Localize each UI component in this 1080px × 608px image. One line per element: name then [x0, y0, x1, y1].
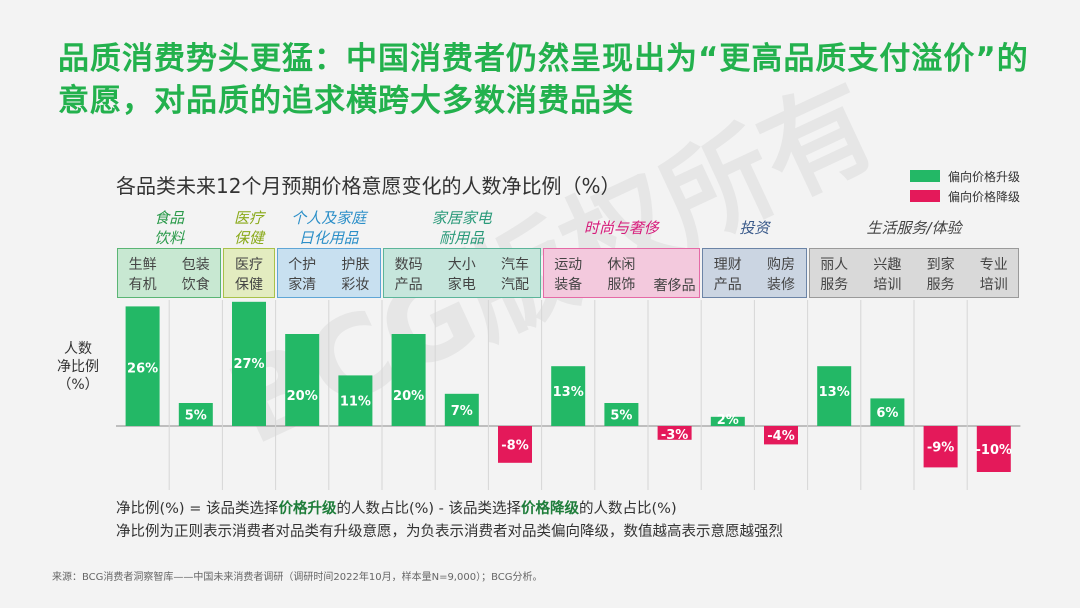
legend-label-up: 偏向价格升级	[948, 169, 1021, 184]
bar	[657, 426, 692, 440]
bar	[817, 366, 852, 426]
bar-value-label: 2%	[717, 413, 739, 428]
group-label: 投资	[739, 219, 770, 237]
bar	[498, 426, 532, 463]
y-axis-label: 人数 净比例 （%）	[57, 341, 99, 393]
bar-value-label: 26%	[127, 361, 158, 376]
category-label: 到家 服务	[926, 257, 955, 293]
bar-value-label: 27%	[233, 357, 264, 372]
bar-value-label: -3%	[661, 428, 688, 443]
group-box	[542, 248, 701, 298]
category-label: 丽人 服务	[820, 257, 849, 293]
legend-item-up: 偏向价格升级	[910, 166, 1020, 186]
category-label: 大小 家电	[447, 257, 476, 293]
bar-value-label: 7%	[451, 404, 473, 419]
bar	[870, 398, 905, 426]
bar-value-label: -10%	[976, 443, 1013, 458]
bar-value-label: 20%	[287, 389, 318, 404]
group-label: 医疗 保健	[233, 209, 264, 247]
group-box	[808, 248, 1020, 298]
bar	[710, 416, 745, 426]
group-label: 个人及家庭 日化用品	[291, 209, 367, 247]
legend: 偏向价格升级 偏向价格降级	[910, 166, 1020, 206]
category-label: 运动 装备	[554, 257, 583, 293]
bar	[391, 334, 426, 426]
bar-value-label: -4%	[767, 429, 794, 444]
bar	[764, 426, 798, 445]
bar-value-label: 11%	[340, 394, 371, 409]
legend-item-down: 偏向价格降级	[910, 186, 1020, 206]
group-box	[223, 248, 275, 298]
group-label: 食品 饮料	[154, 209, 185, 247]
category-label: 兴趣 培训	[873, 257, 902, 293]
legend-swatch-down	[910, 190, 940, 202]
bar-value-label: 13%	[553, 385, 584, 400]
footnote-explanation: 净比例为正则表示消费者对品类有升级意愿，为负表示消费者对品类偏向降级，数值越高表…	[116, 524, 783, 540]
category-label: 购房 装修	[766, 257, 795, 293]
footnote-formula: 净比例(%) = 该品类选择价格升级的人数占比(%) - 该品类选择价格降级的人…	[116, 497, 677, 518]
group-label: 时尚与奢侈	[583, 219, 659, 237]
footnote-text-1: 净比例(%) = 该品类选择	[116, 501, 279, 517]
source-note: 来源：BCG消费者洞察智库——中国未来消费者调研（调研时间2022年10月，样本…	[52, 572, 543, 583]
category-label: 医疗 保健	[234, 257, 263, 293]
category-label: 汽车 汽配	[500, 257, 529, 293]
group-box	[702, 248, 807, 298]
bar	[338, 375, 373, 426]
group-label: 家居家电 耐用品	[431, 209, 492, 247]
category-label: 数码 产品	[394, 257, 423, 293]
footnote-bold-2: 价格降级	[521, 501, 580, 517]
chart-title: 各品类未来12个月预期价格意愿变化的人数净比例（%）	[116, 174, 621, 198]
bar	[976, 426, 1011, 472]
category-label: 包装 饮食	[181, 257, 210, 293]
bar	[444, 393, 479, 426]
bar-value-label: 6%	[876, 406, 898, 421]
group-box	[276, 248, 381, 298]
category-label: 理财 产品	[713, 257, 742, 293]
group-box	[383, 248, 541, 298]
bar-value-label: 5%	[610, 409, 632, 424]
category-label: 个护 家清	[288, 257, 317, 293]
bar-value-label: 13%	[819, 385, 850, 400]
bar-value-label: 5%	[185, 409, 207, 424]
bar	[285, 334, 320, 426]
bar	[232, 301, 266, 426]
footnote-text-2: 的人数占比(%) - 该品类选择	[336, 501, 522, 517]
bar	[923, 426, 958, 468]
group-box	[117, 248, 222, 298]
legend-swatch-up	[910, 170, 940, 182]
bar	[125, 306, 160, 426]
category-label: 护肤 彩妆	[341, 257, 370, 293]
bar-value-label: -9%	[927, 441, 954, 456]
page-title: 品质消费势头更猛：中国消费者仍然呈现出为“更高品质支付溢价”的意愿，对品质的追求…	[58, 41, 1029, 119]
category-label: 专业 培训	[979, 257, 1008, 293]
bar	[551, 366, 586, 426]
bar-value-label: -8%	[501, 438, 528, 453]
legend-label-down: 偏向价格降级	[948, 189, 1021, 204]
group-label: 生活服务/体验	[866, 219, 962, 237]
bar	[178, 403, 213, 426]
category-label: 生鲜 有机	[128, 257, 157, 293]
footnote-bold-1: 价格升级	[278, 501, 337, 517]
category-label: 休闲 服饰	[607, 257, 636, 293]
category-label: 奢侈品	[653, 278, 696, 294]
bar-value-label: 20%	[393, 389, 424, 404]
bar	[604, 403, 639, 426]
footnote-text-3: 的人数占比(%)	[579, 501, 677, 517]
